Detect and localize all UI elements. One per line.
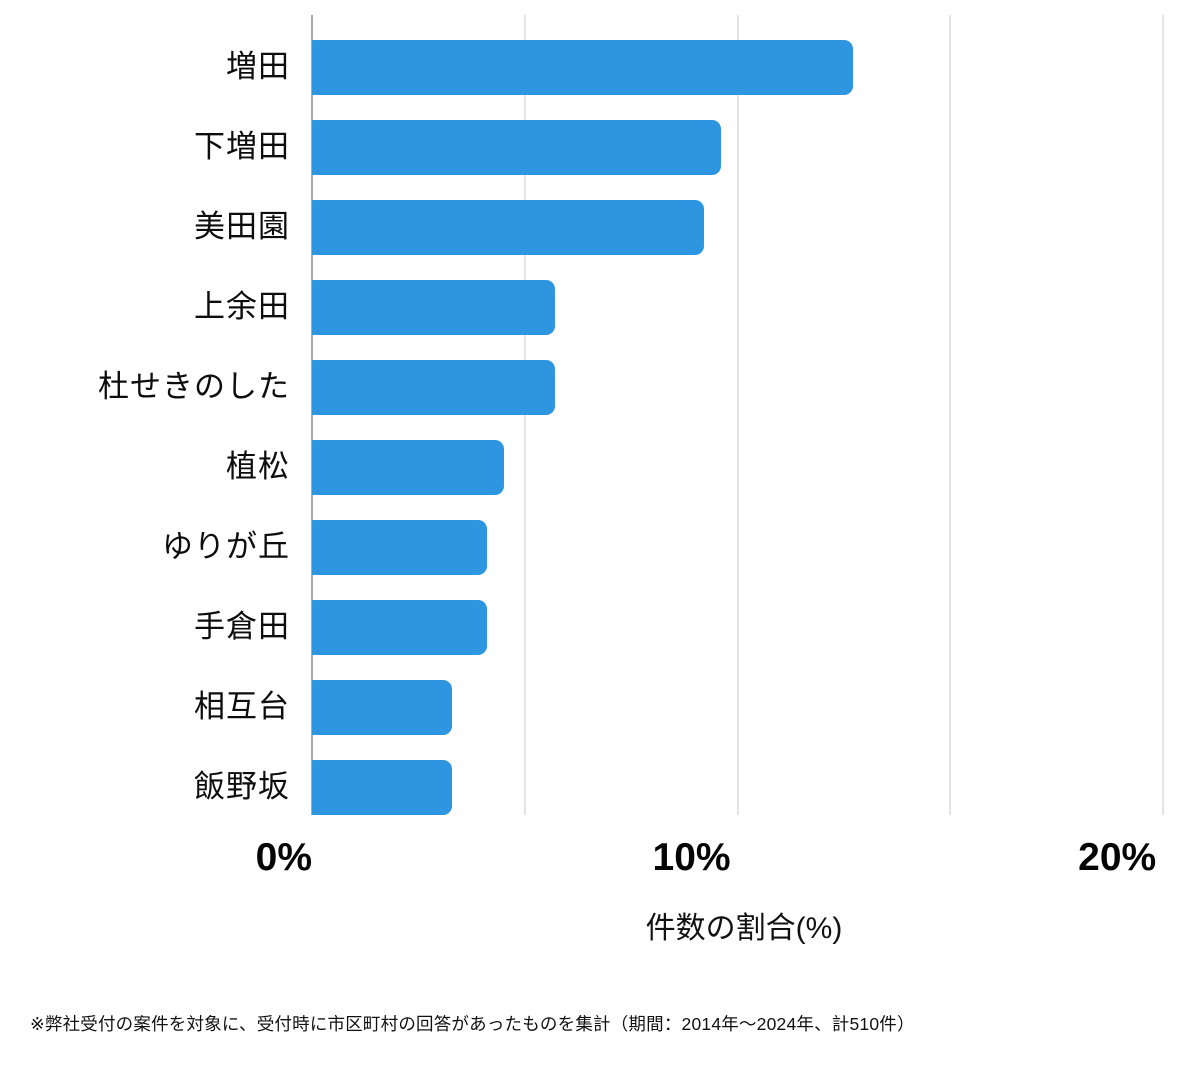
bar-row [312, 27, 1176, 107]
bar-row [312, 667, 1176, 747]
bar-row [312, 747, 1176, 827]
bar-row [312, 587, 1176, 667]
category-label: 相互台 [194, 689, 290, 724]
bar [312, 599, 487, 655]
gridline-15pct [949, 15, 952, 815]
bar [312, 199, 704, 255]
x-tick-label: 0% [255, 836, 312, 879]
x-tick-label: 10% [652, 836, 731, 879]
bar-row [312, 187, 1176, 267]
bar-row [312, 267, 1176, 347]
gridline-10pct [736, 15, 739, 815]
bar [312, 439, 504, 495]
bar [312, 759, 453, 815]
bar-row [312, 107, 1176, 187]
gridline-5pct [523, 15, 526, 815]
category-label: 植松 [226, 449, 290, 484]
plot-area [311, 15, 1176, 815]
bar [312, 279, 555, 335]
x-axis-tick-labels: 0% 10% 20% [0, 836, 1200, 886]
footnote: ※弊社受付の案件を対象に、受付時に市区町村の回答があったものを集計（期間：201… [30, 1014, 915, 1034]
bar-row [312, 507, 1176, 587]
category-label: 飯野坂 [194, 769, 290, 804]
category-label: 下増田 [194, 129, 290, 164]
category-axis-labels: 増田下増田美田園上余田杜せきのした植松ゆりが丘手倉田相互台飯野坂 [0, 27, 290, 827]
category-label: 美田園 [194, 209, 290, 244]
y-axis-line [311, 15, 313, 815]
category-label: ゆりが丘 [162, 529, 290, 564]
bar-row [312, 347, 1176, 427]
category-label: 手倉田 [194, 609, 290, 644]
bar [312, 119, 721, 175]
bar [312, 39, 853, 95]
category-label: 増田 [226, 49, 290, 84]
category-label: 上余田 [194, 289, 290, 324]
x-tick-label: 20% [1078, 836, 1157, 879]
category-label: 杜せきのした [98, 369, 290, 404]
x-axis-title: 件数の割合(%) [645, 912, 843, 945]
bar-row [312, 427, 1176, 507]
bar [312, 359, 555, 415]
gridline-20pct [1162, 15, 1165, 815]
bar-series [312, 27, 1176, 827]
bar [312, 519, 487, 575]
bar [312, 679, 453, 735]
